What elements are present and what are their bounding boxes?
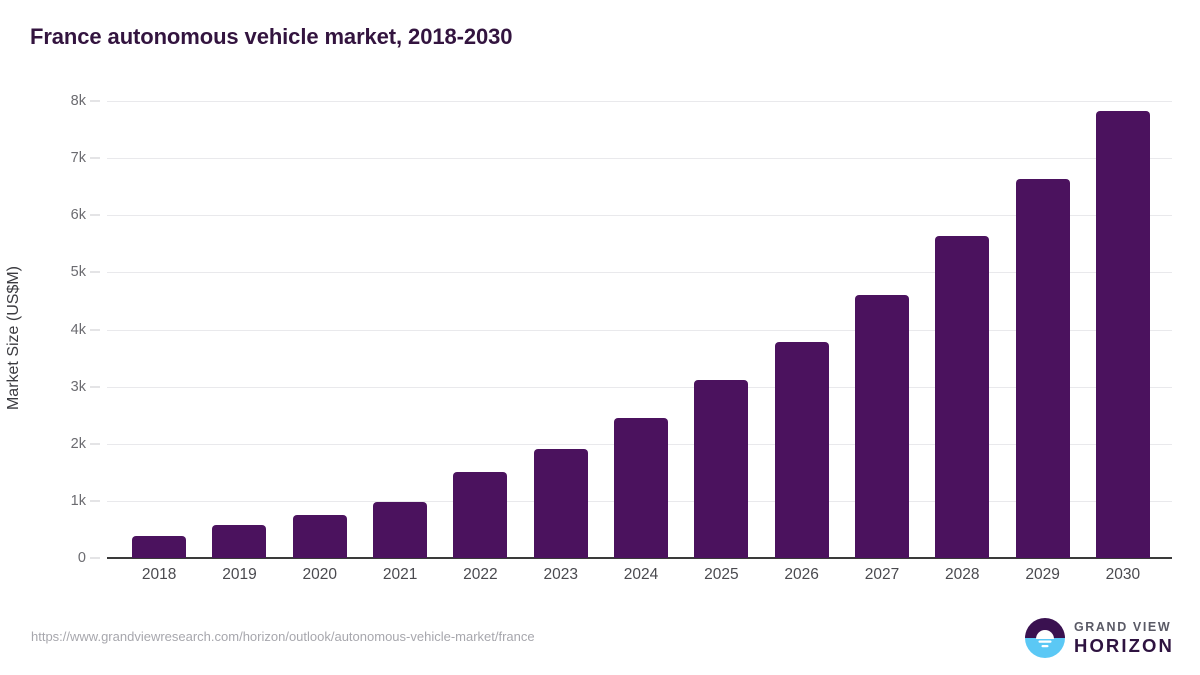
bar-slot xyxy=(922,101,1002,558)
x-tick-label: 2020 xyxy=(302,566,338,583)
bar-slot xyxy=(440,101,520,558)
bar-slot xyxy=(1083,101,1163,558)
y-tick-mark xyxy=(90,443,100,445)
y-tick-label: 0 xyxy=(77,550,86,566)
x-tick-label: 2022 xyxy=(463,566,498,583)
gridline xyxy=(107,215,1172,217)
y-tick-mark xyxy=(90,100,100,102)
bar-slot xyxy=(1002,101,1082,558)
y-tick-label: 8k xyxy=(70,93,86,109)
x-tick-label: 2027 xyxy=(864,566,900,583)
bar-slot xyxy=(280,101,360,558)
gridline xyxy=(107,329,1172,331)
y-axis: Market Size (US$M) 0 1k 2k 3k 4k 5k 6k 7k 8k xyxy=(0,93,100,566)
x-axis-line xyxy=(107,557,1172,559)
bar-2030[interactable] xyxy=(1095,111,1150,558)
x-tick-label: 2019 xyxy=(222,566,257,583)
source-url[interactable]: https://www.grandviewresearch.com/horizo… xyxy=(31,629,535,644)
x-tick-label: 2025 xyxy=(704,566,739,583)
y-tick-mark xyxy=(90,500,100,502)
brand-logo: GRAND VIEW HORIZON xyxy=(1024,618,1174,658)
y-tick-mark xyxy=(90,157,100,159)
bar-slot xyxy=(601,101,681,558)
bar-slot xyxy=(762,101,842,558)
bar-2022[interactable] xyxy=(453,472,508,558)
plot-area xyxy=(107,101,1172,559)
bar-2018[interactable] xyxy=(132,536,187,558)
y-tick-label: 6k xyxy=(70,207,86,224)
x-tick-label: 2018 xyxy=(141,566,177,583)
chart-title: France autonomous vehicle market, 2018-2… xyxy=(30,24,513,49)
y-tick-mark xyxy=(90,329,100,330)
bar-slot xyxy=(119,101,199,558)
y-tick-mark xyxy=(90,386,100,388)
gridline xyxy=(107,386,1172,388)
x-tick-label: 2030 xyxy=(1105,566,1141,583)
y-tick-label: 2k xyxy=(70,435,86,452)
bar-slot xyxy=(521,101,601,558)
x-tick-label: 2028 xyxy=(945,566,980,583)
bar-2021[interactable] xyxy=(373,502,428,558)
bar-slot xyxy=(842,101,922,558)
y-tick-label: 3k xyxy=(70,378,86,395)
logo-line-1: GRAND VIEW xyxy=(1073,620,1172,634)
bar-2026[interactable] xyxy=(774,341,829,558)
logo-wordmark: GRAND VIEW HORIZON xyxy=(1074,621,1174,655)
y-tick-mark xyxy=(90,557,100,559)
bar-2025[interactable] xyxy=(694,380,749,558)
gridline xyxy=(107,272,1172,274)
y-tick-label: 4k xyxy=(70,321,86,338)
x-tick-label: 2023 xyxy=(543,566,578,583)
x-axis-ticks: 2018 2019 2020 2021 2022 2023 2024 2025 2026 2027… xyxy=(107,566,1172,584)
bar-2023[interactable] xyxy=(533,448,588,558)
bar-series xyxy=(107,101,1172,558)
horizon-circle-icon xyxy=(1024,618,1065,658)
y-tick-label: 1k xyxy=(70,492,86,509)
bar-2029[interactable] xyxy=(1015,179,1070,558)
y-tick-label: 7k xyxy=(70,150,86,167)
x-tick-label: 2029 xyxy=(1025,566,1060,583)
logo-line-2: HORIZON xyxy=(1073,634,1174,656)
bar-slot xyxy=(681,101,761,558)
bar-2028[interactable] xyxy=(935,236,990,558)
x-tick-label: 2026 xyxy=(784,566,819,583)
bar-2024[interactable] xyxy=(614,418,669,558)
x-tick-label: 2024 xyxy=(623,566,659,583)
y-axis-title: Market Size (US$M) xyxy=(5,265,22,411)
bar-2027[interactable] xyxy=(854,294,909,558)
x-tick-label: 2021 xyxy=(382,566,418,583)
bar-slot xyxy=(360,101,440,558)
bar-slot xyxy=(199,101,279,558)
y-tick-mark xyxy=(90,214,100,216)
gridline xyxy=(107,158,1172,160)
y-tick-mark xyxy=(90,271,100,273)
y-tick-label: 5k xyxy=(70,264,86,281)
bar-2020[interactable] xyxy=(292,515,347,558)
bar-2019[interactable] xyxy=(212,525,267,558)
gridline xyxy=(107,101,1172,102)
